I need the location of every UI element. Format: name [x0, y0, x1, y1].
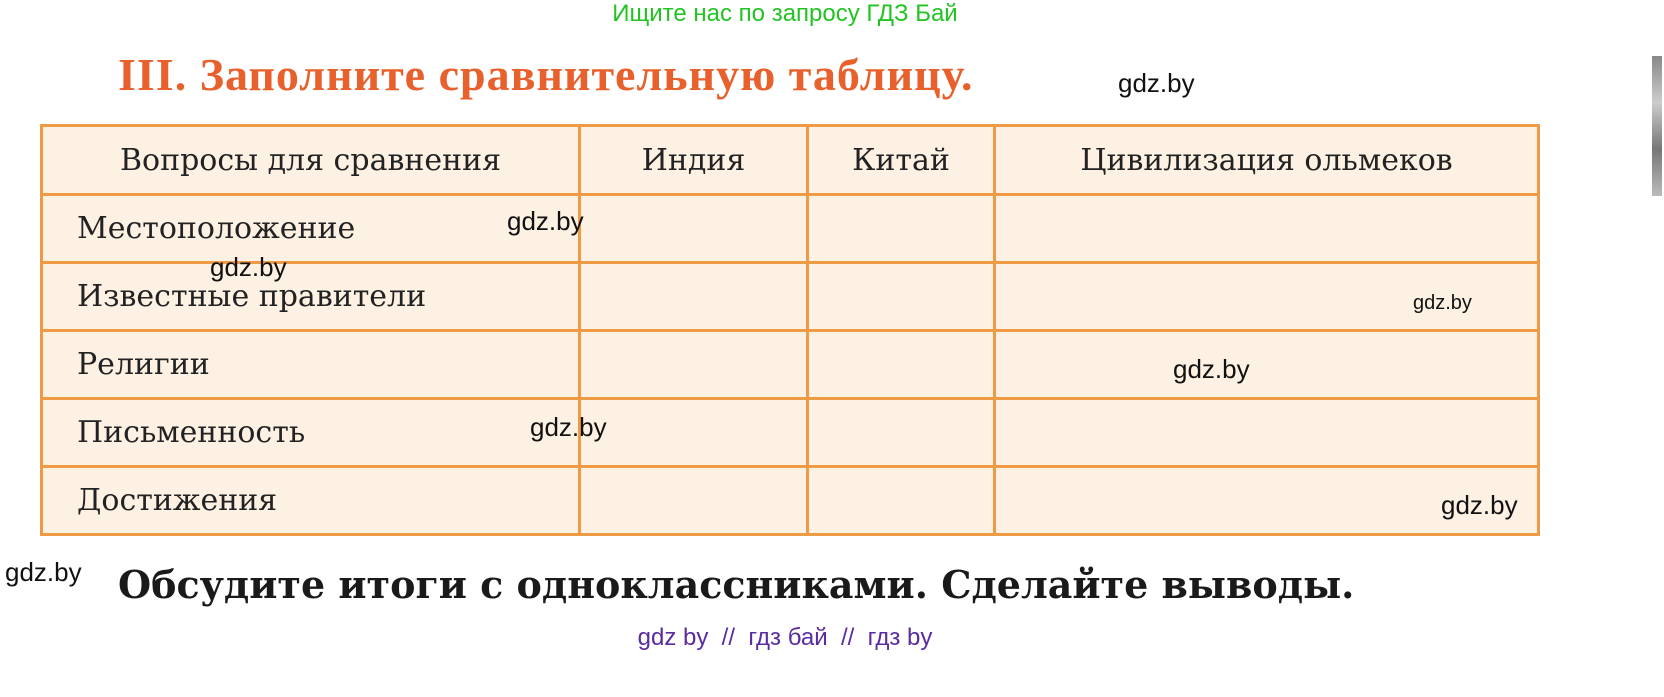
comparison-table: Вопросы для сравнения Индия Китай Цивили… [40, 124, 1540, 536]
empty-cell[interactable] [806, 261, 996, 332]
table-row: Письменность [40, 397, 1540, 468]
row-label: Известные правители [40, 261, 581, 332]
bottom-links[interactable]: gdz by // гдз бай // гдз by [637, 624, 933, 651]
empty-cell[interactable] [993, 261, 1540, 332]
row-label: Религии [40, 329, 581, 400]
watermark: gdz.by [210, 252, 287, 282]
watermark: gdz.by [507, 206, 584, 236]
empty-cell[interactable] [578, 329, 809, 400]
table-row: Достижения [40, 465, 1540, 536]
empty-cell[interactable] [806, 329, 996, 400]
table-row: Известные правители [40, 261, 1540, 332]
header-olmecs: Цивилизация ольмеков [993, 124, 1540, 196]
empty-cell[interactable] [993, 397, 1540, 468]
page-title: III. Заполните сравнительную таблицу. [118, 49, 974, 100]
header-questions: Вопросы для сравнения [40, 124, 581, 196]
empty-cell[interactable] [578, 193, 809, 264]
row-label: Достижения [40, 465, 581, 536]
header-india: Индия [578, 124, 809, 196]
header-china: Китай [806, 124, 996, 196]
empty-cell[interactable] [993, 329, 1540, 400]
table-row: Местоположение [40, 193, 1540, 264]
search-banner: Ищите нас по запросу ГДЗ Бай [612, 0, 958, 27]
row-label: Местоположение [40, 193, 581, 264]
empty-cell[interactable] [578, 465, 809, 536]
watermark: gdz.by [5, 557, 82, 587]
row-label: Письменность [40, 397, 581, 468]
watermark: gdz.by [530, 412, 607, 442]
empty-cell[interactable] [993, 193, 1540, 264]
watermark: gdz.by [1118, 68, 1195, 98]
watermark: gdz.by [1441, 490, 1518, 520]
empty-cell[interactable] [578, 261, 809, 332]
table-header-row: Вопросы для сравнения Индия Китай Цивили… [40, 124, 1540, 196]
empty-cell[interactable] [806, 397, 996, 468]
empty-cell[interactable] [806, 193, 996, 264]
instruction-text: Обсудите итоги с одноклассниками. Сделай… [118, 562, 1355, 607]
watermark: gdz.by [1173, 354, 1250, 384]
page-edge-decoration [1652, 56, 1662, 196]
table-row: Религии [40, 329, 1540, 400]
empty-cell[interactable] [993, 465, 1540, 536]
empty-cell[interactable] [806, 465, 996, 536]
watermark: gdz.by [1413, 292, 1472, 314]
empty-cell[interactable] [578, 397, 809, 468]
